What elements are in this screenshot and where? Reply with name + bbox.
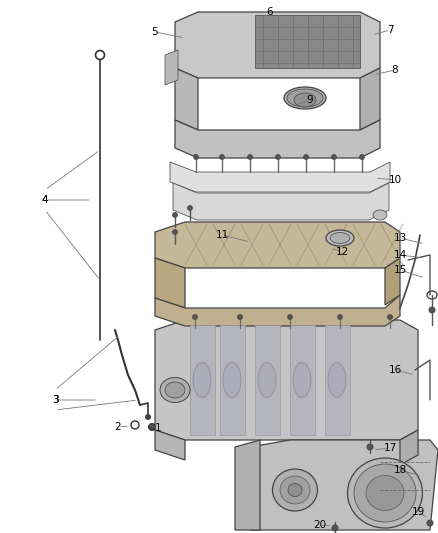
Polygon shape — [155, 320, 418, 440]
Polygon shape — [190, 325, 215, 435]
Ellipse shape — [258, 362, 276, 398]
Text: 19: 19 — [411, 507, 424, 517]
Ellipse shape — [326, 230, 354, 246]
Polygon shape — [170, 162, 390, 192]
Text: 7: 7 — [387, 25, 393, 35]
Ellipse shape — [193, 362, 211, 398]
Text: 1: 1 — [155, 423, 161, 433]
Ellipse shape — [194, 155, 198, 159]
Ellipse shape — [293, 362, 311, 398]
Text: 4: 4 — [42, 195, 48, 205]
Polygon shape — [290, 325, 315, 435]
Polygon shape — [155, 430, 185, 460]
Ellipse shape — [223, 362, 241, 398]
Ellipse shape — [328, 362, 346, 398]
Text: 20: 20 — [314, 520, 327, 530]
Ellipse shape — [288, 483, 302, 497]
Text: 9: 9 — [307, 95, 313, 105]
Polygon shape — [385, 258, 400, 305]
Ellipse shape — [354, 464, 416, 522]
Ellipse shape — [338, 314, 343, 319]
Text: 12: 12 — [336, 247, 349, 257]
Ellipse shape — [330, 232, 350, 244]
Text: 10: 10 — [389, 175, 402, 185]
Ellipse shape — [429, 307, 435, 313]
Text: 4: 4 — [42, 195, 48, 205]
Ellipse shape — [388, 314, 392, 319]
Ellipse shape — [284, 87, 326, 109]
Polygon shape — [155, 222, 400, 268]
Polygon shape — [255, 15, 360, 68]
Text: 8: 8 — [392, 65, 398, 75]
Polygon shape — [238, 440, 438, 530]
Polygon shape — [325, 325, 350, 435]
Polygon shape — [360, 68, 380, 130]
Ellipse shape — [165, 382, 185, 398]
Ellipse shape — [192, 314, 198, 319]
Text: 18: 18 — [393, 465, 406, 475]
Polygon shape — [155, 295, 400, 326]
Ellipse shape — [366, 475, 404, 511]
Ellipse shape — [219, 155, 225, 159]
Polygon shape — [175, 68, 198, 130]
Text: 2: 2 — [115, 422, 121, 432]
Ellipse shape — [287, 314, 293, 319]
Ellipse shape — [160, 377, 190, 402]
Polygon shape — [173, 183, 389, 220]
Ellipse shape — [287, 89, 323, 107]
Text: 16: 16 — [389, 365, 402, 375]
Ellipse shape — [173, 213, 177, 217]
Ellipse shape — [280, 476, 310, 504]
Polygon shape — [175, 120, 380, 158]
Text: 14: 14 — [393, 250, 406, 260]
Ellipse shape — [360, 155, 364, 159]
Text: 6: 6 — [267, 7, 273, 17]
Ellipse shape — [145, 415, 151, 419]
Text: 15: 15 — [393, 265, 406, 275]
Polygon shape — [235, 440, 260, 530]
Text: 13: 13 — [393, 233, 406, 243]
Polygon shape — [220, 325, 245, 435]
Ellipse shape — [148, 424, 155, 431]
Text: 17: 17 — [383, 443, 397, 453]
Ellipse shape — [373, 210, 387, 220]
Ellipse shape — [332, 525, 338, 531]
Ellipse shape — [173, 230, 177, 235]
Polygon shape — [400, 430, 418, 465]
Polygon shape — [165, 50, 178, 85]
Ellipse shape — [294, 93, 316, 107]
Text: 3: 3 — [52, 395, 58, 405]
Polygon shape — [255, 325, 280, 435]
Polygon shape — [175, 12, 380, 78]
Text: 5: 5 — [152, 27, 158, 37]
Ellipse shape — [304, 155, 308, 159]
Text: 11: 11 — [215, 230, 229, 240]
Ellipse shape — [237, 314, 243, 319]
Ellipse shape — [427, 520, 433, 526]
Ellipse shape — [367, 444, 373, 450]
Ellipse shape — [347, 458, 423, 528]
Ellipse shape — [272, 469, 318, 511]
Ellipse shape — [247, 155, 252, 159]
Polygon shape — [155, 258, 185, 308]
Ellipse shape — [332, 155, 336, 159]
Text: 3: 3 — [52, 395, 58, 405]
Ellipse shape — [276, 155, 280, 159]
Ellipse shape — [187, 206, 192, 211]
